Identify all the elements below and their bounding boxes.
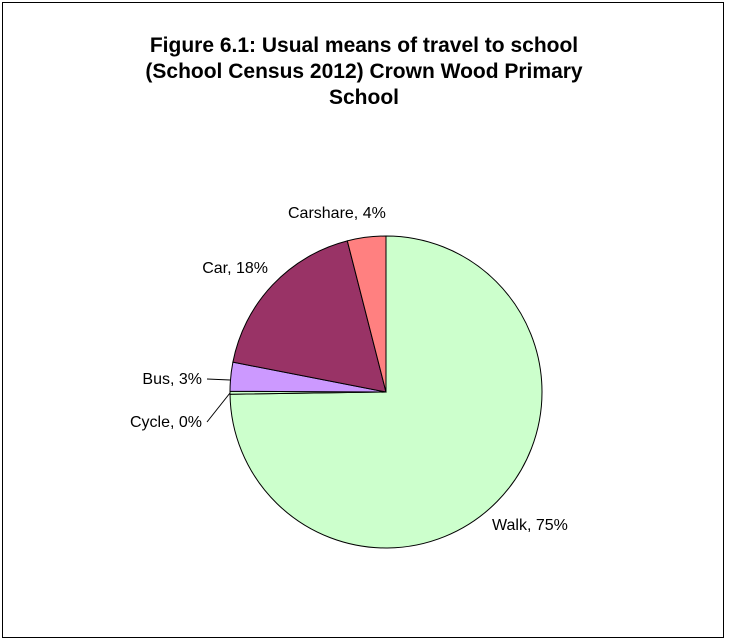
data-label-walk: Walk, 75% [492, 517, 568, 534]
pie-slice-carshare [346, 235, 387, 393]
chart-title-line-1: Figure 6.1: Usual means of travel to sch… [149, 34, 579, 57]
data-label-car: Car, 18% [202, 260, 268, 277]
data-label-bus: Bus, 3% [142, 371, 202, 388]
data-label-carshare: Carshare, 4% [288, 205, 386, 222]
data-label-cycle: Cycle, 0% [130, 414, 202, 431]
chart-title-line-2: (School Census 2012) Crown Wood Primary [145, 60, 583, 83]
pie-slice-car [232, 240, 387, 393]
chart-title-line-3: School [328, 86, 399, 109]
chart-title: Figure 6.1: Usual means of travel to sch… [3, 33, 725, 111]
leader-line-bus [206, 378, 231, 381]
leader-line-cycle [206, 392, 231, 423]
